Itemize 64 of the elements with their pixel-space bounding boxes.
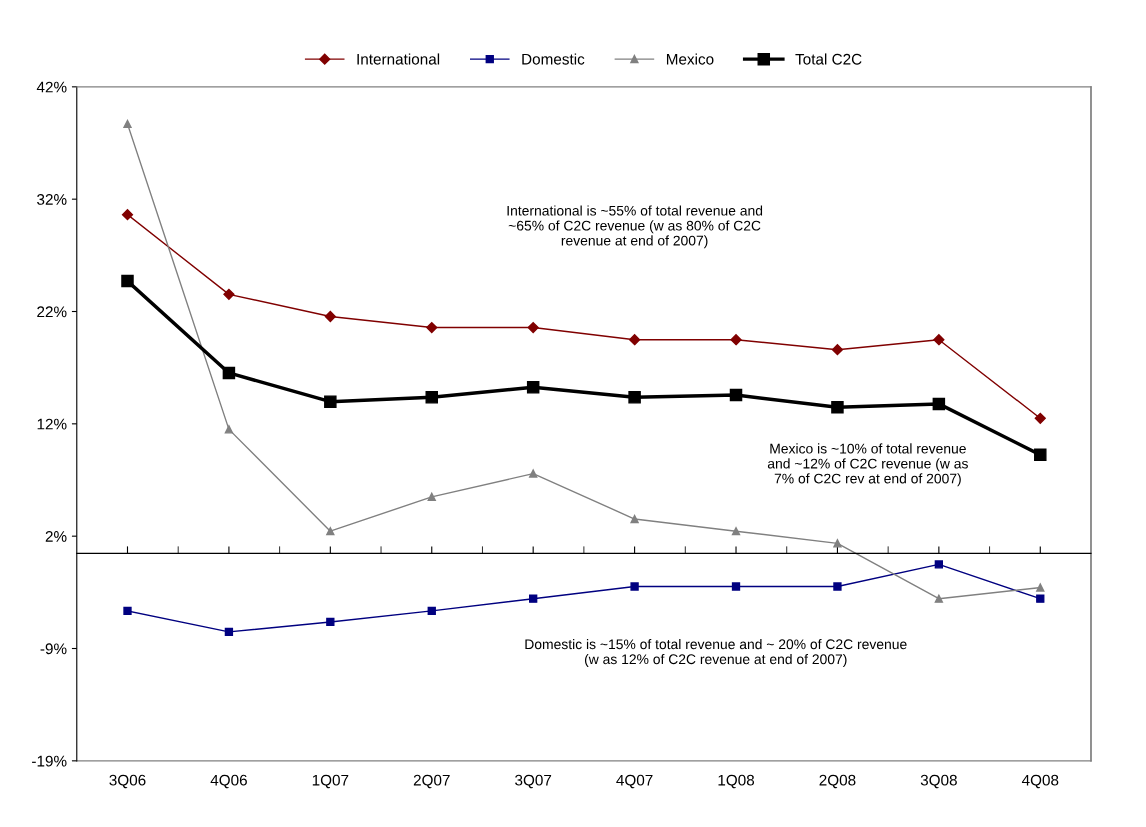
- y-tick-label: 42%: [36, 81, 67, 93]
- point: [223, 288, 235, 300]
- point: [121, 209, 134, 221]
- point: [123, 119, 132, 129]
- x-tick-label: 3Q07: [515, 774, 552, 789]
- point: [934, 560, 944, 569]
- x-tick-label: 4Q08: [1021, 774, 1059, 789]
- point: [729, 388, 743, 402]
- point: [426, 321, 438, 334]
- x-tick-label: 2Q08: [819, 774, 856, 789]
- point: [326, 527, 335, 536]
- point: [324, 310, 336, 323]
- point: [932, 397, 946, 411]
- x-tick-label: 3Q08: [920, 774, 957, 789]
- point: [224, 425, 234, 434]
- legend-label: International: [357, 53, 440, 65]
- y-tick-label: -9%: [40, 643, 67, 655]
- point: [222, 366, 236, 380]
- point: [123, 606, 132, 616]
- point: [934, 594, 944, 603]
- point: [121, 274, 134, 288]
- point: [527, 321, 539, 334]
- point: [224, 627, 234, 637]
- annotation: Domestic is ~15% of total revenue and ~ 20% of C2C revenue (w as 12% of C2C revenue at end of 2007): [525, 638, 907, 667]
- point: [730, 334, 742, 346]
- point: [831, 400, 844, 414]
- point: [427, 606, 436, 616]
- x-tick-label: 2Q07: [413, 774, 450, 789]
- point: [324, 395, 337, 408]
- point: [731, 527, 741, 536]
- y-tick-label: 32%: [37, 194, 67, 205]
- point: [1034, 448, 1047, 462]
- point: [628, 391, 641, 404]
- x-tick-label: 4Q07: [616, 774, 653, 789]
- point: [833, 582, 842, 591]
- legend-label: Domestic: [522, 53, 585, 65]
- annotation: International is ~55% of total revenue and ~65% of C2C revenue (w as 80% of C2C revenue at end of 2007): [507, 205, 763, 249]
- x-tick-label: 1Q07: [312, 774, 349, 789]
- point: [630, 514, 639, 524]
- point: [933, 334, 945, 346]
- y-tick-label: -19%: [32, 755, 67, 767]
- point: [628, 334, 641, 346]
- x-tick-label: 4Q06: [210, 774, 247, 789]
- point: [731, 582, 741, 591]
- legend-label: Total C2C: [795, 53, 862, 65]
- point: [326, 617, 335, 627]
- point: [1036, 594, 1045, 603]
- point: [831, 344, 844, 356]
- x-tick-label: 3Q06: [109, 774, 146, 789]
- legend-label: Mexico: [666, 53, 714, 65]
- y-tick-label: 2%: [45, 531, 67, 542]
- point: [427, 492, 436, 502]
- point: [529, 469, 538, 478]
- y-tick-label: 22%: [37, 306, 67, 318]
- point: [1036, 583, 1045, 592]
- point: [833, 539, 842, 548]
- y-tick-label: 12%: [37, 418, 67, 430]
- x-tick-label: 1Q08: [718, 774, 755, 789]
- point: [425, 391, 439, 404]
- point: [630, 582, 639, 591]
- point: [1034, 412, 1046, 424]
- point: [526, 381, 540, 394]
- point: [529, 594, 538, 603]
- annotation: Mexico is ~10% of total revenue and ~12% of C2C revenue (w as 7% of C2C rev at end of 2007): [767, 443, 968, 487]
